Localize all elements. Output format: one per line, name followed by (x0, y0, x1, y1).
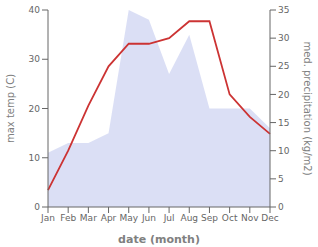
svg-text:20: 20 (278, 90, 290, 100)
svg-text:Jul: Jul (163, 213, 175, 223)
svg-text:Sep: Sep (201, 213, 218, 223)
svg-text:Jun: Jun (141, 213, 156, 223)
svg-text:May: May (119, 213, 138, 223)
svg-text:30: 30 (278, 33, 290, 43)
svg-text:5: 5 (278, 174, 284, 184)
svg-text:0: 0 (34, 202, 40, 212)
svg-text:med. precipitation (kg/m2): med. precipitation (kg/m2) (302, 41, 310, 175)
svg-text:20: 20 (29, 104, 41, 114)
svg-text:10: 10 (278, 146, 290, 156)
svg-text:25: 25 (278, 61, 289, 71)
svg-text:Oct: Oct (222, 213, 238, 223)
svg-text:Feb: Feb (60, 213, 76, 223)
svg-text:max temp (C): max temp (C) (8, 74, 16, 143)
svg-text:40: 40 (29, 5, 41, 15)
svg-text:15: 15 (278, 118, 289, 128)
svg-text:Mar: Mar (80, 213, 97, 223)
svg-text:Nov: Nov (241, 213, 259, 223)
svg-text:date (month): date (month) (118, 233, 200, 246)
svg-text:Jan: Jan (40, 213, 55, 223)
svg-text:0: 0 (278, 202, 284, 212)
svg-text:35: 35 (278, 5, 289, 15)
svg-text:Aug: Aug (180, 213, 198, 223)
svg-text:10: 10 (29, 153, 41, 163)
svg-text:Apr: Apr (101, 213, 117, 223)
svg-text:Dec: Dec (261, 213, 278, 223)
svg-text:30: 30 (29, 54, 41, 64)
